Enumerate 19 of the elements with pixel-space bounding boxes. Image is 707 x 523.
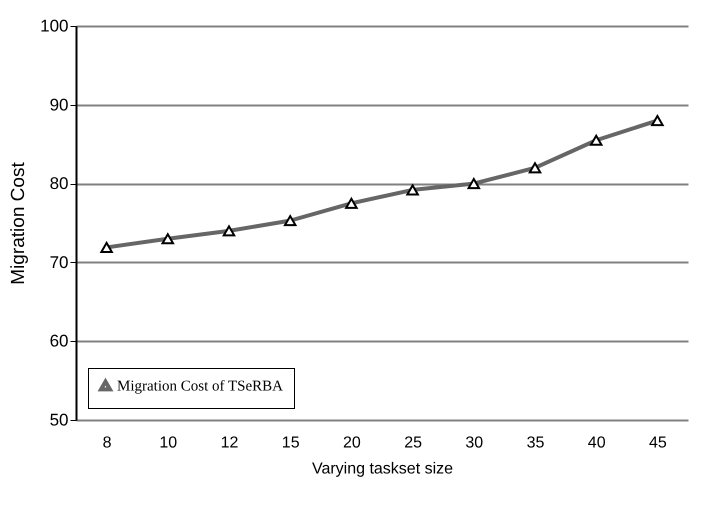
y-tick-label: 100 bbox=[40, 16, 68, 36]
x-tick-label: 45 bbox=[649, 434, 667, 452]
y-tick-label: 60 bbox=[50, 332, 68, 351]
x-tick-label: 20 bbox=[343, 434, 361, 452]
x-tick-label: 10 bbox=[159, 434, 178, 452]
legend-label: Migration Cost of TSeRBA bbox=[117, 378, 284, 394]
y-tick-label: 80 bbox=[50, 174, 68, 194]
x-tick-label: 35 bbox=[526, 434, 544, 452]
x-tick-label: 12 bbox=[220, 434, 238, 452]
x-axis-title: Varying taskset size bbox=[312, 460, 454, 478]
x-tick-label: 40 bbox=[588, 434, 606, 452]
x-tick-label: 25 bbox=[404, 434, 422, 452]
y-tick-label: 50 bbox=[50, 410, 68, 430]
x-tick-label: 30 bbox=[465, 434, 484, 452]
y-axis-title: Migration Cost bbox=[8, 162, 30, 285]
x-tick-label: 8 bbox=[102, 434, 112, 452]
x-tick-label: 15 bbox=[282, 434, 300, 452]
y-tick-label: 90 bbox=[50, 95, 68, 114]
y-tick-label: 70 bbox=[50, 252, 68, 272]
